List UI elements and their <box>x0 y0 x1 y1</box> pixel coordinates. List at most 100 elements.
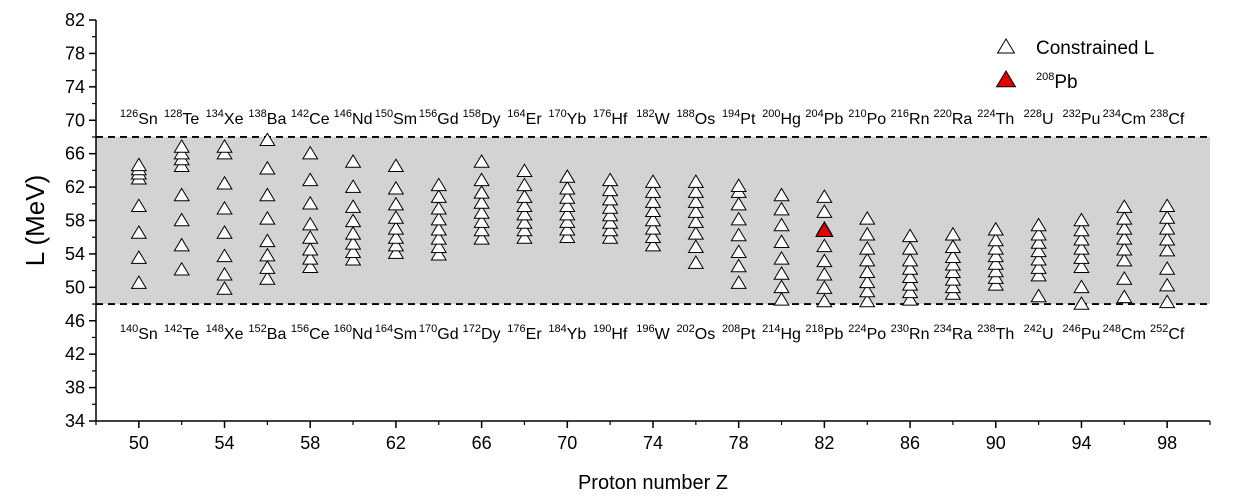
constrained-l-point <box>387 158 405 172</box>
isotope-label: 134Xe <box>206 108 244 128</box>
constrained-l-point <box>601 199 619 214</box>
x-tick-label: 58 <box>300 433 320 453</box>
constrained-l-point <box>858 252 876 267</box>
isotope-label: 216Rn <box>891 108 930 128</box>
constrained-l-point <box>858 226 876 241</box>
constrained-l-point <box>1073 240 1090 255</box>
constrained-l-point <box>344 244 362 258</box>
isotope-label: 156Gd <box>419 108 459 128</box>
constrained-l-point <box>901 240 919 255</box>
constrained-l-point <box>1158 260 1176 275</box>
constrained-l-point <box>216 281 233 295</box>
constrained-l-point <box>130 157 148 172</box>
x-tick-label: 62 <box>386 433 406 453</box>
constrained-l-point <box>130 275 148 289</box>
legend-label-constrained: Constrained L <box>1036 38 1154 59</box>
constrained-l-point <box>644 184 662 198</box>
constrained-l-point <box>644 212 662 227</box>
constrained-l-point <box>987 221 1005 236</box>
constrained-l-point <box>130 198 148 213</box>
constrained-l-point <box>773 265 790 280</box>
constrained-l-point <box>216 225 233 239</box>
constrained-l-point <box>858 293 876 308</box>
constrained-l-point <box>559 180 576 195</box>
constrained-l-point <box>773 291 790 306</box>
constrained-l-point <box>516 206 533 221</box>
constrained-l-point <box>473 214 490 228</box>
constrained-l-point <box>344 154 362 168</box>
constrained-l-point <box>473 230 490 245</box>
constrained-l-point <box>901 260 919 275</box>
constrained-l-point <box>473 184 490 199</box>
constrained-l-point <box>301 230 319 244</box>
constrained-l-point <box>430 200 448 215</box>
constrained-l-point <box>1158 277 1176 292</box>
constrained-l-point <box>301 259 319 274</box>
constrained-l-point <box>516 198 533 213</box>
y-tick-label: 62 <box>65 177 85 197</box>
constrained-l-point <box>473 222 490 237</box>
isotope-label: 158Dy <box>463 108 501 128</box>
constrained-l-point <box>516 215 533 229</box>
constrained-l-point <box>1073 279 1090 294</box>
constrained-l-point <box>730 275 747 289</box>
isotope-label: 238Th <box>977 323 1014 343</box>
constrained-l-point <box>601 222 619 237</box>
y-tick-label: 38 <box>65 378 85 398</box>
y-tick-label: 58 <box>65 211 85 231</box>
pb208-point <box>815 221 834 238</box>
constrained-l-point <box>173 145 190 160</box>
constrained-l-point <box>987 232 1005 247</box>
constrained-l-point <box>858 283 876 298</box>
constrained-l-point <box>644 229 662 243</box>
constrained-l-point <box>601 191 619 206</box>
isotope-label: 176Er <box>507 323 542 343</box>
constrained-l-point <box>216 145 233 160</box>
constrained-l-point <box>516 230 533 244</box>
isotope-label: 238Cf <box>1150 108 1185 128</box>
constrained-l-point <box>301 216 319 231</box>
constrained-l-point <box>1158 294 1176 309</box>
isotope-label: 220Ra <box>934 108 973 128</box>
constrained-l-point <box>687 225 705 240</box>
isotope-label: 232Pu <box>1062 108 1100 128</box>
constrained-l-point <box>858 274 876 289</box>
constrained-l-point <box>473 172 490 187</box>
constrained-l-point <box>644 174 662 188</box>
constrained-l-point <box>173 212 190 227</box>
constrained-l-point <box>430 211 448 226</box>
isotope-label: 228U <box>1024 108 1054 128</box>
isotope-label: 224Po <box>848 323 886 343</box>
x-tick-label: 82 <box>814 433 834 453</box>
constrained-l-point <box>901 228 919 243</box>
constrained-l-point <box>430 246 448 261</box>
isotope-label: 156Ce <box>291 323 330 343</box>
isotope-label: 234Cm <box>1103 108 1146 128</box>
constrained-l-point <box>259 160 276 175</box>
constrained-l-point <box>773 250 790 265</box>
constrained-l-point <box>387 210 405 224</box>
constrained-l-point <box>344 251 362 266</box>
isotope-label: 142Ce <box>291 108 330 128</box>
isotope-label: 194Pt <box>722 108 756 128</box>
constrained-l-point <box>259 210 276 225</box>
constrained-l-point <box>816 238 833 253</box>
constrained-l-point <box>944 256 962 271</box>
isotope-label: 214Hg <box>762 323 801 343</box>
constrained-l-point <box>858 264 876 279</box>
constrained-l-point <box>816 293 833 308</box>
constrained-l-point <box>816 204 833 218</box>
constrained-l-point <box>601 172 619 187</box>
constrained-l-point <box>344 179 362 193</box>
constrained-l-point <box>259 271 276 285</box>
constrained-l-point <box>987 240 1005 255</box>
constrained-l-point <box>687 204 705 218</box>
constrained-l-point <box>559 169 576 183</box>
isotope-label: 126Sn <box>120 108 158 128</box>
constrained-l-point <box>216 200 233 215</box>
x-tick-label: 86 <box>900 433 920 453</box>
constrained-l-point <box>1030 243 1047 258</box>
isotope-label: 146Nd <box>334 108 373 128</box>
constrained-l-point <box>1073 222 1090 237</box>
constrained-l-point <box>1073 231 1090 246</box>
